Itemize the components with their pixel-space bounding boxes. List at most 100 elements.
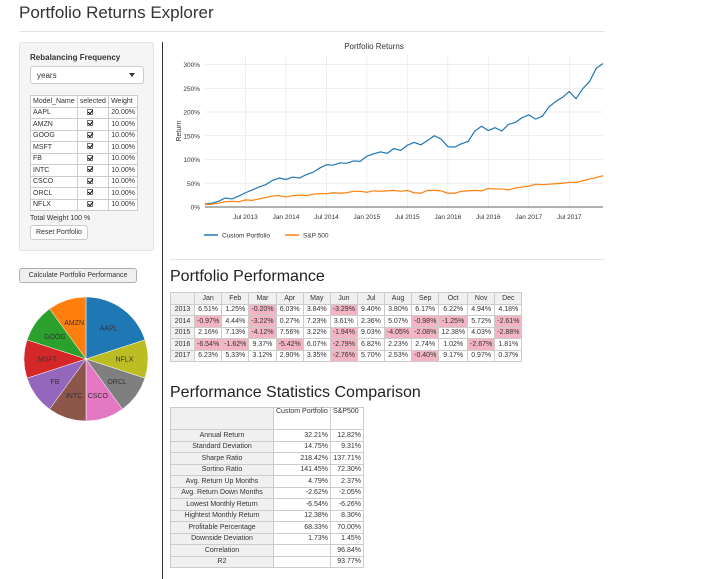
y-tick-label: 200%	[183, 110, 200, 117]
return-cell: 5.70%	[356, 349, 385, 362]
stat-sp500-value: 2.37%	[330, 475, 364, 488]
return-cell: 5.72%	[467, 315, 496, 328]
stat-sp500-value: 12.82%	[330, 429, 364, 442]
selected-checkbox[interactable]	[86, 131, 93, 138]
return-cell: 6.51%	[193, 303, 223, 316]
return-cell: 12.38%	[438, 326, 469, 339]
model-name-cell: AAPL	[30, 106, 78, 119]
return-cell: -0.97%	[193, 315, 223, 328]
selected-cell	[76, 141, 110, 154]
selected-cell	[76, 187, 110, 200]
stats-row: Downside Deviation 1.73% 1.45%	[170, 532, 364, 545]
stats-row: Lowest Monthly Return -6.54% -6.26%	[170, 498, 364, 511]
return-cell: 6.22%	[438, 303, 469, 316]
performance-body: 2013 6.51% 1.25% -0.20% 6.03% 3.84% -3.29% 9.40…	[170, 303, 523, 362]
return-cell: -2.88%	[494, 326, 523, 339]
performance-row: 2017 6.23% 5.33% 3.12% 2.90% 3.35% -2.76% 5.70%…	[170, 349, 523, 362]
pie-label: NFLX	[115, 357, 133, 364]
weight-cell[interactable]: 10.00%	[108, 129, 138, 142]
return-cell: 4.03%	[467, 326, 496, 339]
return-cell: 3.80%	[383, 303, 413, 316]
x-tick-label: Jul 2015	[395, 214, 420, 221]
return-cell: 9.17%	[438, 349, 469, 362]
calculate-performance-button[interactable]: Calculate Portfolio Performance	[19, 268, 137, 283]
rebalancing-value: years	[37, 71, 57, 80]
selected-cell	[76, 175, 110, 188]
col-weight: Weight	[108, 95, 138, 108]
stats-row: Avg. Return Down Months -2.62% -2.05%	[170, 486, 364, 499]
month-header: Jun	[329, 292, 358, 305]
sidebar-panel: Rebalancing Frequency years Model_Name s…	[19, 42, 154, 251]
stat-label: Correlation	[170, 544, 274, 557]
weight-cell[interactable]: 10.00%	[108, 152, 138, 165]
weight-cell[interactable]: 20.00%	[108, 106, 138, 119]
model-name-cell: NFLX	[30, 198, 78, 211]
pie-label: INTC	[66, 393, 82, 400]
selected-checkbox[interactable]	[86, 108, 93, 115]
performance-table: Jan Feb Mar Apr May Jun Jul Aug Sep Oct Nov Dec 201…	[170, 292, 523, 362]
return-cell: 3.61%	[329, 315, 358, 328]
rebalancing-label: Rebalancing Frequency	[30, 53, 121, 62]
month-header: Oct	[438, 292, 469, 305]
weight-cell[interactable]: 10.00%	[108, 118, 138, 131]
stat-sp500-value: -2.05%	[330, 486, 364, 499]
performance-row: 2016 -6.54% -1.62% 9.37% -5.42% 6.07% -2.79% 6.…	[170, 338, 523, 351]
stat-custom-value: 68.33%	[273, 521, 331, 534]
return-cell: 9.03%	[356, 326, 385, 339]
reset-portfolio-button[interactable]: Reset Portfolio	[30, 225, 88, 240]
y-tick-label: 0%	[191, 205, 201, 212]
return-cell: 4.94%	[467, 303, 496, 316]
pie-label: GOOG	[44, 334, 66, 341]
x-tick-label: Jul 2013	[233, 214, 258, 221]
stat-custom-value: -6.54%	[273, 498, 331, 511]
selected-checkbox[interactable]	[86, 200, 93, 207]
model-name-cell: ORCL	[30, 187, 78, 200]
weight-row: CSCO 10.00%	[30, 175, 138, 188]
stat-label: Profitable Percentage	[170, 521, 274, 534]
y-axis-label: Return	[176, 120, 183, 141]
stat-custom-value: 1.73%	[273, 532, 331, 545]
return-cell: 4.44%	[221, 315, 250, 328]
model-name-cell: GOOG	[30, 129, 78, 142]
selected-checkbox[interactable]	[86, 120, 93, 127]
return-cell: 2.90%	[275, 349, 304, 362]
selected-checkbox[interactable]	[86, 143, 93, 150]
performance-title: Portfolio Performance	[170, 268, 325, 285]
performance-row: 2015 2.16% 7.13% -4.12% 7.56% 3.22% -1.94% 9.03…	[170, 326, 523, 339]
return-cell: 6.82%	[356, 338, 385, 351]
weight-cell[interactable]: 10.00%	[108, 164, 138, 177]
return-cell: 6.07%	[302, 338, 331, 351]
weight-row: GOOG 10.00%	[30, 129, 138, 142]
selected-cell	[76, 118, 110, 131]
pie-label: CSCO	[88, 393, 109, 400]
weight-row: MSFT 10.00%	[30, 141, 138, 154]
weight-row: FB 10.00%	[30, 152, 138, 165]
y-tick-label: 50%	[187, 181, 200, 188]
selected-checkbox[interactable]	[86, 166, 93, 173]
weight-cell[interactable]: 10.00%	[108, 187, 138, 200]
return-cell: 0.97%	[467, 349, 496, 362]
rebalancing-select[interactable]: years	[30, 66, 144, 84]
stat-sp500-value: 93.77%	[330, 555, 364, 568]
weight-cell[interactable]: 10.00%	[108, 198, 138, 211]
weight-cell[interactable]: 10.00%	[108, 141, 138, 154]
weight-row: INTC 10.00%	[30, 164, 138, 177]
stats-header-row: Custom Portfolio S&P500	[170, 407, 364, 430]
return-cell: 0.37%	[494, 349, 523, 362]
x-tick-label: Jan 2014	[273, 214, 300, 221]
col-selected: selected	[76, 95, 110, 108]
selected-checkbox[interactable]	[86, 154, 93, 161]
stats-row: Correlation 96.84%	[170, 544, 364, 557]
selected-cell	[76, 164, 110, 177]
model-name-cell: FB	[30, 152, 78, 165]
selected-cell	[76, 129, 110, 142]
weight-cell[interactable]: 10.00%	[108, 175, 138, 188]
year-cell: 2013	[170, 303, 195, 316]
model-name-cell: MSFT	[30, 141, 78, 154]
weights-header-row: Model_Name selected Weight	[30, 95, 138, 108]
selected-checkbox[interactable]	[86, 189, 93, 196]
selected-checkbox[interactable]	[86, 177, 93, 184]
return-cell: 3.12%	[248, 349, 277, 362]
return-cell: 2.53%	[383, 349, 413, 362]
stats-body: Annual Return 32.21% 12.82% Standard Deviat…	[170, 429, 364, 568]
